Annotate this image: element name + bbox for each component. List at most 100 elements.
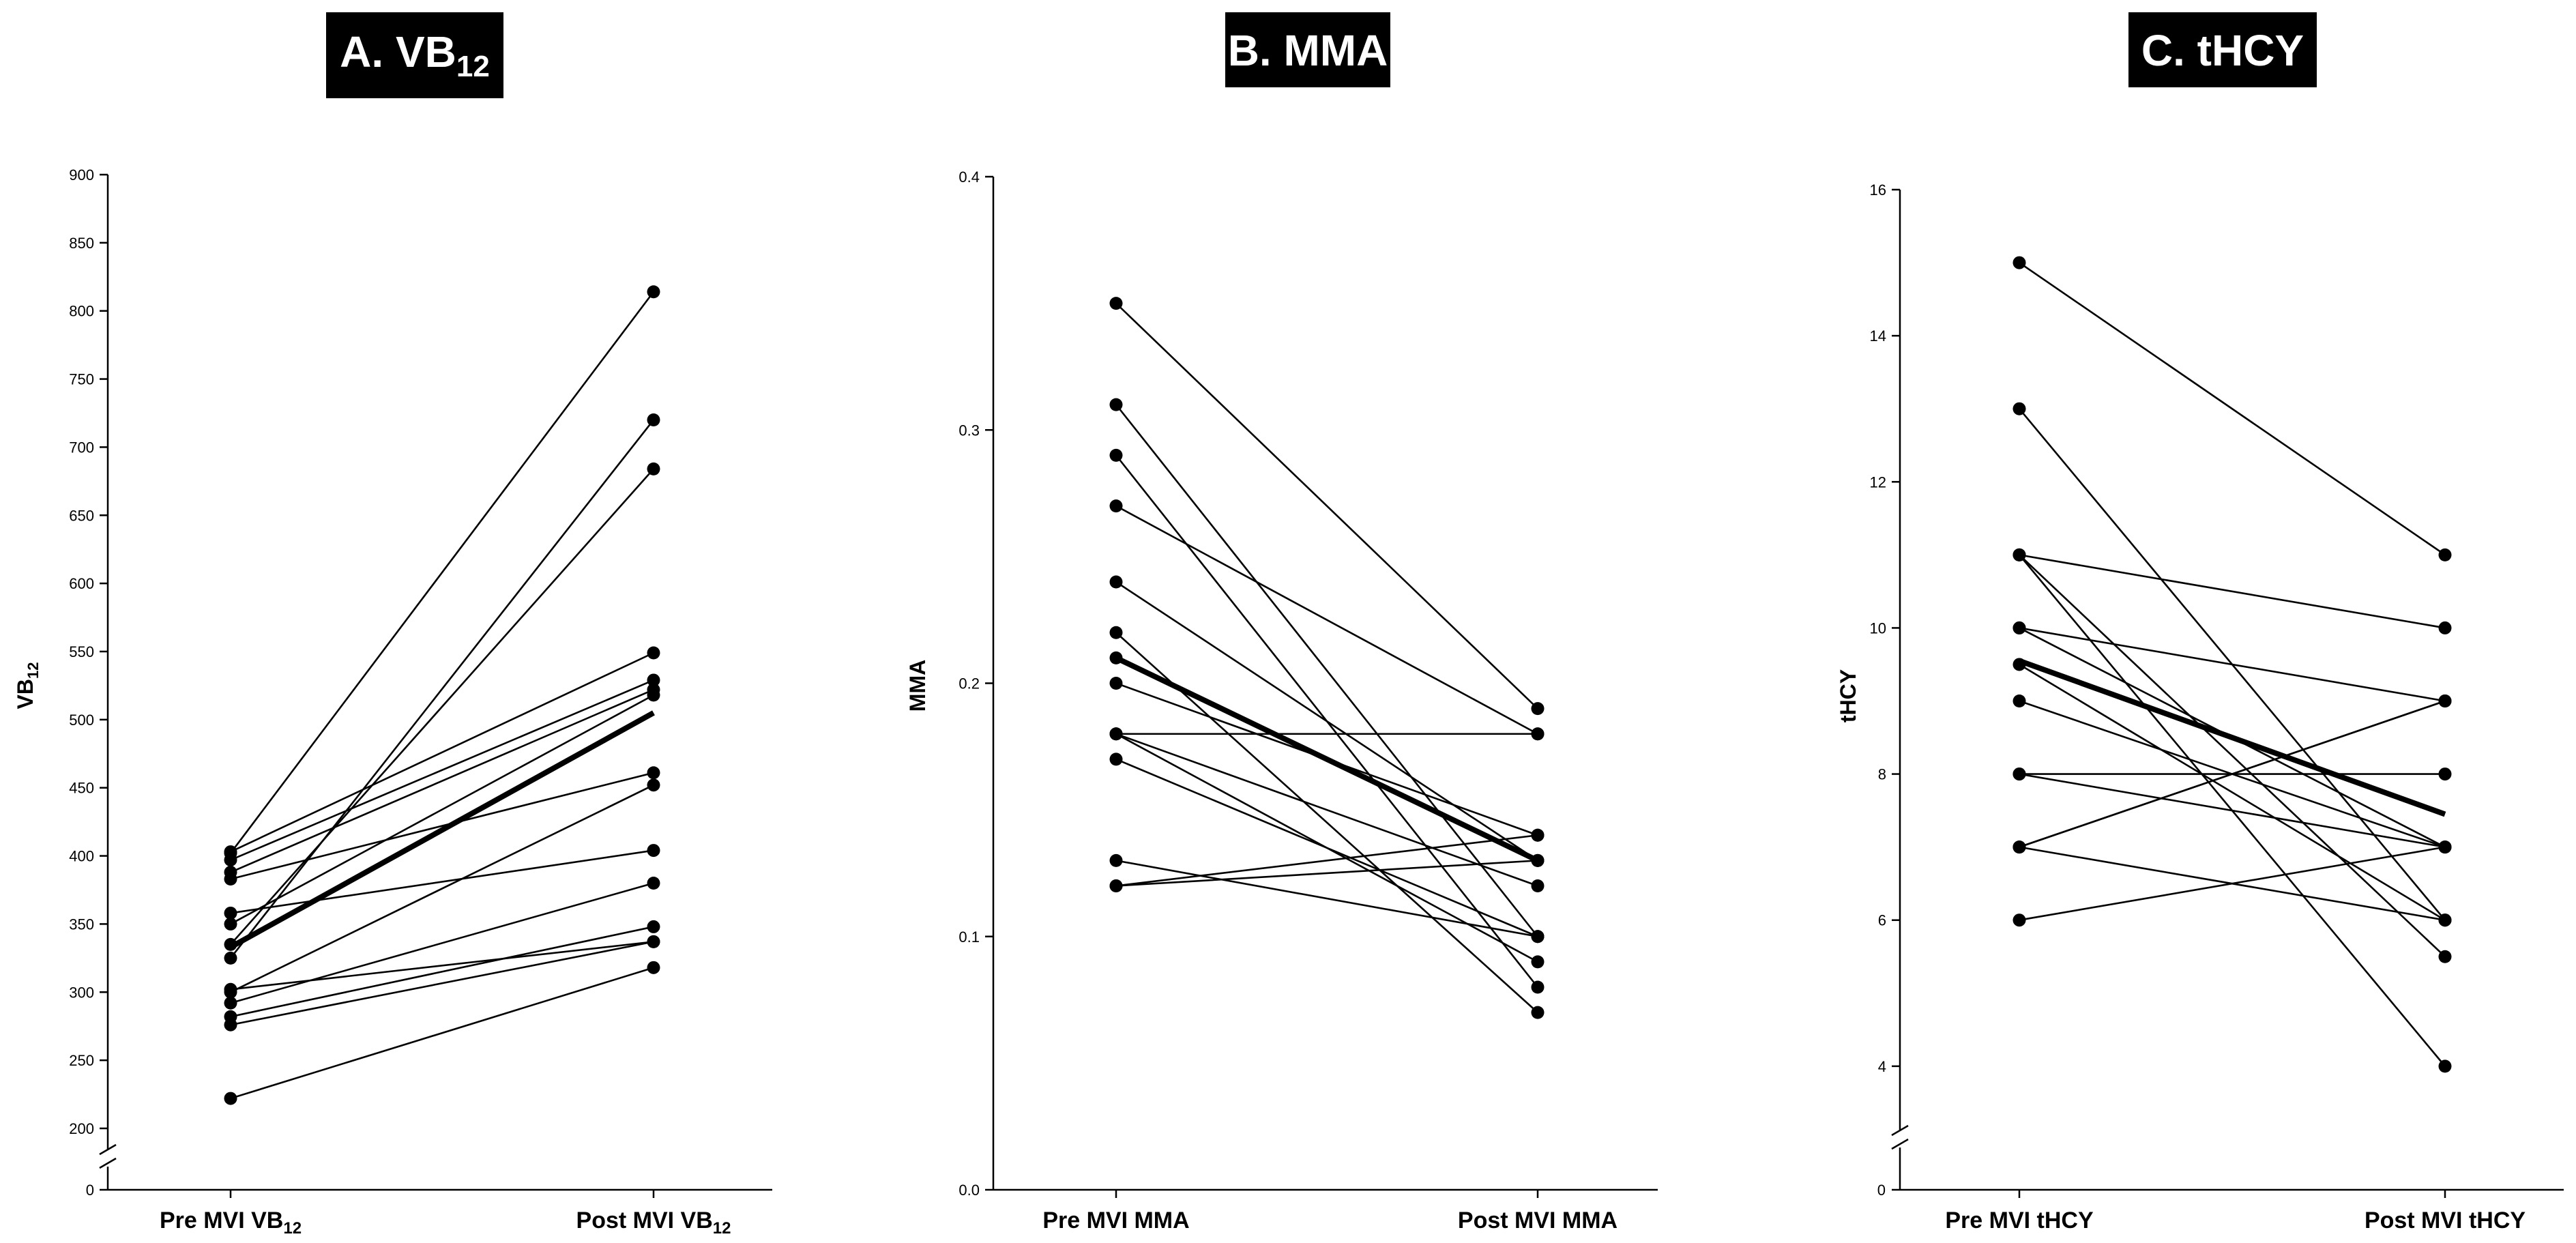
panel-a-pair-line (229, 419, 655, 959)
panel-a-y-tick-label: 350 (69, 916, 94, 933)
panel-a-pair-line (230, 772, 654, 880)
panel-c-pre-point (2012, 402, 2026, 415)
panel-b-pre-point (1109, 752, 1123, 766)
panel-a-pair-line (230, 468, 654, 946)
panel-c-y-title: tHCY (1836, 669, 1860, 722)
panel-a-subject (224, 413, 660, 965)
panel-a-pre-point (224, 917, 237, 931)
panel-a-pair-line (230, 849, 654, 914)
panel-b-y-tick-label: 0.0 (958, 1182, 980, 1199)
panel-c-subject (2012, 548, 2452, 634)
panel-c-pre-point (2012, 913, 2026, 927)
panel-c-title: C. tHCY (2141, 26, 2304, 75)
panel-b-pre-point (1109, 879, 1123, 892)
panel-b-post-point (1531, 828, 1545, 842)
panel-b-pre-point (1109, 626, 1123, 639)
panel-b-subject (1109, 727, 1545, 741)
panel-b-x-ticks: Pre MVI MMA Post MVI MMA (1042, 1190, 1618, 1233)
panel-b-pair-line (1115, 505, 1538, 735)
panel-c-pre-point (2012, 256, 2026, 269)
panel-a-y-tick-label: 250 (69, 1052, 94, 1069)
panel-b-y-title-main: MMA (905, 660, 930, 712)
panel-b-post-point (1531, 727, 1545, 741)
panel-b-pair-line (1115, 758, 1538, 937)
panel-b-x-label-pre: Pre MVI MMA (1042, 1208, 1189, 1233)
panel-a-y-tick-label: 700 (69, 439, 94, 456)
panel-a-y-title-main: VB (13, 679, 38, 709)
panel-a-post-point (647, 766, 660, 780)
panel-c-subject (2012, 548, 2452, 963)
panel-a-y-title-sub: 12 (25, 662, 42, 679)
panel-c-y-tick-label: 8 (1878, 766, 1886, 783)
panel-a-subject (224, 920, 660, 1023)
panel-a-y-tick-label: 800 (69, 303, 94, 320)
panel-a-y-title: VB12 (13, 662, 42, 710)
panel-c-pre-point (2012, 548, 2026, 561)
panel-a-post-point (647, 646, 660, 660)
panel-a-post-point (647, 778, 660, 792)
panel-a-axis-break-mark-bottom (99, 1157, 117, 1169)
panel-b-post-point (1531, 930, 1545, 944)
panel-b-post-point (1531, 955, 1545, 969)
panel-c-pairs (2012, 256, 2452, 1073)
panel-a-y-tick-label: 900 (69, 166, 94, 184)
panel-b-subject (1109, 626, 1545, 1019)
panel-c-pair-line (2019, 261, 2446, 556)
panel-b-y-title: MMA (905, 660, 930, 712)
panel-c-post-point (2438, 913, 2452, 927)
panel-a-pair-line (230, 882, 654, 1004)
panel-c-post-point (2438, 1059, 2452, 1073)
panel-a-subject (224, 646, 660, 859)
panel-c-axis-break (1891, 1124, 1909, 1150)
panel-b-pair-line (1115, 632, 1538, 1014)
panel-b-pair-line (1115, 860, 1538, 938)
panel-c-subject (2012, 767, 2452, 854)
panel-a-subject (224, 462, 660, 951)
panel-c-x-label-pre: Pre MVI tHCY (1945, 1208, 2094, 1233)
panel-a-post-point (647, 961, 660, 974)
panel-a-y-tick-label: 450 (69, 780, 94, 797)
panel-b-pre-point (1109, 575, 1123, 589)
panel-a-y-ticks: 200 250 300 350 400 450 500 550 600 650 … (69, 166, 108, 1137)
panel-a-post-point (647, 413, 660, 426)
panel-c-post-point (2438, 767, 2452, 781)
panel-a-x-label-pre-sub: 12 (283, 1219, 302, 1238)
panel-c-pair-line (2019, 554, 2446, 958)
panel-a-x-label-post-main: Post MVI VB (576, 1208, 713, 1233)
panel-a: A. VB12 VB12 0 200 250 300 350 400 450 5… (13, 12, 772, 1238)
panel-a-mean-line (229, 710, 655, 950)
panel-b-y-tick-label: 0.4 (958, 169, 980, 186)
panel-b-pair-line (1115, 581, 1538, 862)
panel-a-pair-line (230, 652, 654, 853)
panel-a-pair-line (230, 941, 654, 1026)
panel-a-title-main: A. VB (340, 27, 456, 76)
panel-c-subject (2012, 256, 2452, 561)
panel-b-subject (1109, 727, 1545, 892)
panel-a-pair-line (230, 967, 654, 1100)
panel-b-pair-line (1115, 860, 1538, 887)
panel-b-post-point (1531, 702, 1545, 716)
panel-c-pair-line (2019, 663, 2446, 921)
panel-b-pre-point (1109, 297, 1123, 310)
panel-b-mean-line (1115, 655, 1539, 863)
panel-a-y-tick-label: 550 (69, 643, 94, 660)
panel-a-subject (224, 766, 660, 886)
panel-c-x-label-post-main: Post MVI tHCY (2365, 1208, 2526, 1233)
panel-c-pair-line (2019, 554, 2446, 629)
panel-c-pre-point (2012, 621, 2026, 634)
panel-c-zero-label: 0 (1877, 1182, 1886, 1199)
panel-c-y-tick-label: 4 (1878, 1058, 1886, 1075)
panel-a-pair-line (229, 291, 655, 854)
panel-b-pre-point (1109, 677, 1123, 690)
panel-b-y-tick-label: 0.3 (958, 422, 980, 439)
panel-c-pair-line (2019, 846, 2446, 921)
panel-c-y-tick-label: 14 (1870, 327, 1886, 345)
panel-b-title-main: B. MMA (1228, 26, 1388, 75)
panel-a-post-point (647, 673, 660, 687)
panel-b-pairs (1109, 297, 1545, 1019)
panel-c-subject (2012, 621, 2452, 707)
panel-a-x-label-pre: Pre MVI VB12 (160, 1208, 302, 1238)
panel-a-pre-point (224, 982, 237, 996)
panel-a-title-sub: 12 (456, 50, 490, 83)
